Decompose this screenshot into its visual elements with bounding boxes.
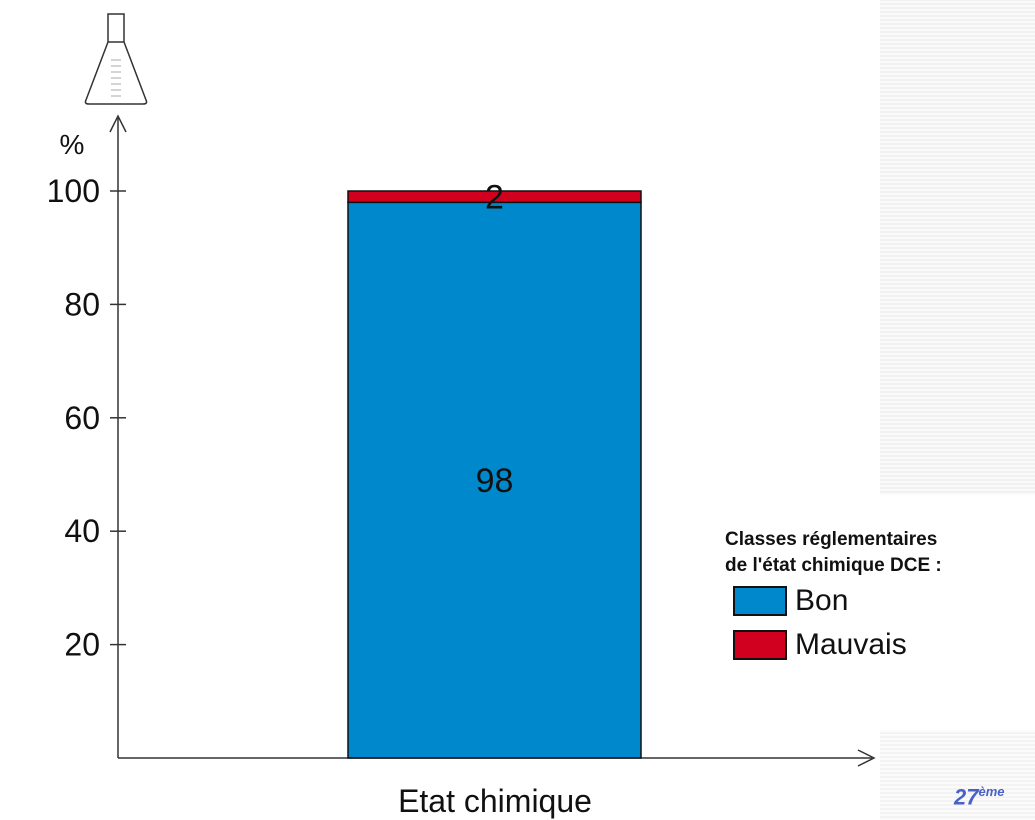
data-label-mauvais: 2 (485, 179, 504, 217)
y-tick-label: 60 (64, 400, 100, 436)
legend-label-bon: Bon (795, 584, 849, 617)
stacked-bar-chart: % 20 40 60 80 100 98 2 Etat chimique (47, 13, 876, 819)
x-tick-label: Etat chimique (398, 783, 592, 819)
y-tick-label: 40 (64, 513, 100, 549)
slide-number-value: 27 (954, 784, 979, 810)
legend-swatch-bon (733, 586, 787, 616)
legend-item-mauvais: Mauvais (733, 623, 1035, 667)
data-label-bon: 98 (476, 462, 514, 500)
legend-swatch-mauvais (733, 630, 787, 660)
y-axis (109, 114, 127, 758)
y-tick-label: 80 (64, 286, 100, 322)
y-tick-label: 100 (47, 173, 100, 209)
y-ticks: 20 40 60 80 100 (47, 173, 126, 663)
legend-label-mauvais: Mauvais (795, 628, 907, 661)
legend: Classes réglementaires de l'état chimiqu… (725, 527, 1035, 667)
background-texture-bottom (880, 730, 1035, 820)
legend-item-bon: Bon (733, 579, 1035, 623)
bars: 98 2 (347, 179, 642, 759)
legend-title-line1: Classes réglementaires (725, 529, 938, 550)
y-tick-label: 20 (64, 627, 100, 663)
background-texture (880, 0, 1035, 495)
slide-number-suffix: ème (978, 784, 1005, 799)
bar-segment-mauvais (347, 190, 642, 204)
legend-title-line2: de l'état chimique DCE : (725, 555, 942, 576)
slide-number: 27ème (954, 784, 1005, 810)
y-axis-unit-label: % (60, 129, 85, 160)
flask-icon (84, 13, 148, 105)
